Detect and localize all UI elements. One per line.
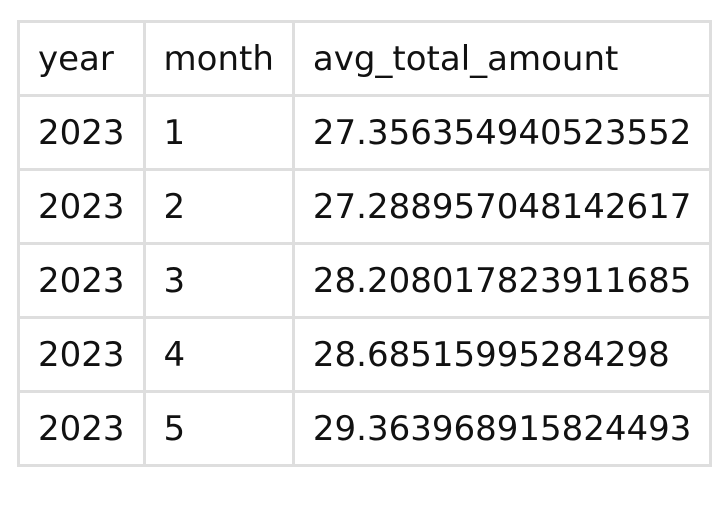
table-row: 2023 3 28.208017823911685 <box>17 242 713 319</box>
cell-year: 2023 <box>17 242 146 319</box>
cell-month: 3 <box>142 242 295 319</box>
column-header-year: year <box>17 20 146 97</box>
cell-avg-total-amount: 27.288957048142617 <box>291 168 713 245</box>
column-header-avg-total-amount: avg_total_amount <box>291 20 713 97</box>
query-result: year month avg_total_amount 2023 1 27.35… <box>17 20 713 467</box>
table-header: year month avg_total_amount <box>17 20 713 97</box>
cell-avg-total-amount: 28.68515995284298 <box>291 316 713 393</box>
table-row: 2023 5 29.363968915824493 <box>17 390 713 467</box>
cell-month: 5 <box>142 390 295 467</box>
cell-avg-total-amount: 28.208017823911685 <box>291 242 713 319</box>
cell-month: 2 <box>142 168 295 245</box>
cell-year: 2023 <box>17 390 146 467</box>
cell-year: 2023 <box>17 316 146 393</box>
cell-month: 1 <box>142 94 295 171</box>
cell-avg-total-amount: 27.356354940523552 <box>291 94 713 171</box>
result-table: year month avg_total_amount 2023 1 27.35… <box>17 20 713 467</box>
cell-month: 4 <box>142 316 295 393</box>
cell-year: 2023 <box>17 94 146 171</box>
cell-avg-total-amount: 29.363968915824493 <box>291 390 713 467</box>
table-row: 2023 2 27.288957048142617 <box>17 168 713 245</box>
table-body: 2023 1 27.356354940523552 2023 2 27.2889… <box>17 94 713 467</box>
column-header-month: month <box>142 20 295 97</box>
cell-year: 2023 <box>17 168 146 245</box>
table-row: 2023 4 28.68515995284298 <box>17 316 713 393</box>
table-row: 2023 1 27.356354940523552 <box>17 94 713 171</box>
header-row: year month avg_total_amount <box>17 20 713 97</box>
